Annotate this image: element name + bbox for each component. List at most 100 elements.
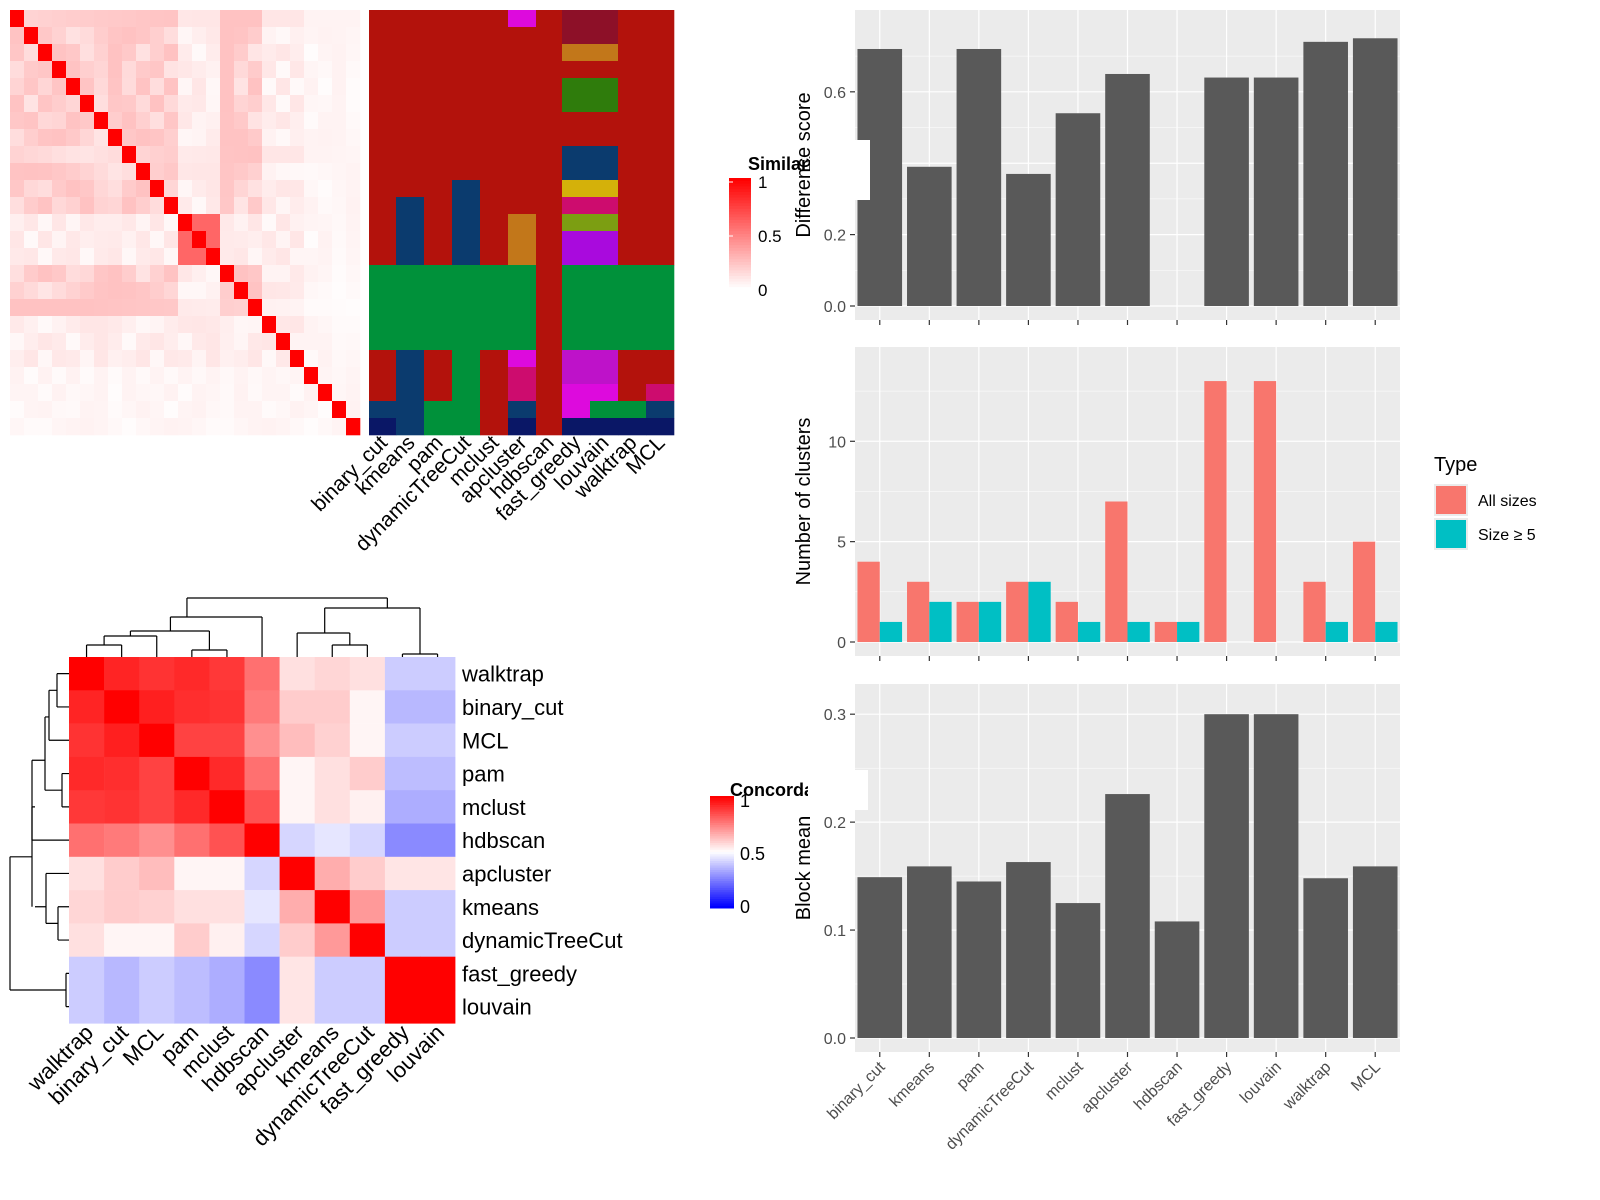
similarity-cell (10, 61, 25, 79)
concordance-row-label: pam (462, 762, 505, 787)
bar-size5 (1375, 621, 1398, 642)
similarity-cell (108, 163, 123, 181)
similarity-cell (290, 214, 305, 232)
similarity-cell (136, 299, 151, 317)
similarity-cell (66, 418, 81, 436)
similarity-cell (192, 10, 207, 28)
similarity-cell (234, 384, 249, 402)
similarity-cell (318, 248, 333, 266)
similarity-cell (192, 61, 207, 79)
class-cell (562, 418, 591, 436)
similarity-cell (206, 401, 221, 419)
similarity-cell (150, 197, 165, 215)
y-axis-label: Number of clusters (793, 418, 815, 586)
y-tick-label: 0.2 (824, 228, 846, 245)
similarity-cell (290, 282, 305, 300)
bar-all-sizes (1006, 581, 1029, 642)
concordance-cell (349, 990, 386, 1024)
similarity-cell (304, 367, 319, 385)
similarity-cell (192, 367, 207, 385)
similarity-cell (290, 384, 305, 402)
class-cell (590, 265, 619, 351)
similarity-cell (192, 112, 207, 130)
concordance-legend-gradient (710, 816, 734, 819)
similarity-cell (136, 44, 151, 62)
bar-all-sizes (1253, 381, 1277, 642)
similarity-cell (192, 163, 207, 181)
concordance-cell (174, 956, 210, 991)
similarity-legend-gradient (729, 236, 751, 241)
similarity-cell (262, 401, 277, 419)
similarity-cell (122, 163, 137, 181)
similarity-cell (136, 282, 151, 300)
concordance-cell (139, 723, 175, 758)
class-cell (562, 384, 591, 402)
concordance-cell (104, 990, 140, 1024)
similarity-cell (192, 282, 207, 300)
similarity-cell (164, 95, 179, 113)
similarity-cell (66, 350, 81, 368)
similarity-cell (164, 333, 179, 351)
concordance-cell (104, 657, 140, 691)
class-cell (452, 180, 481, 266)
similarity-cell (108, 180, 123, 198)
similarity-cell (178, 350, 193, 368)
similarity-cell (346, 146, 361, 164)
similarity-cell (262, 265, 277, 283)
similarity-cell (304, 214, 319, 232)
concordance-cell (420, 756, 456, 791)
similarity-cell (346, 384, 361, 402)
dendrogram-branch (48, 689, 69, 741)
concordance-row-label: hdbscan (462, 828, 545, 853)
similarity-cell (346, 27, 361, 45)
concordance-cell (244, 956, 280, 991)
similarity-cell (94, 384, 109, 402)
similarity-cell (38, 282, 53, 300)
similarity-cell (80, 282, 95, 300)
similarity-cell (332, 248, 347, 266)
concordance-cell (314, 823, 351, 858)
similarity-cell (178, 197, 193, 215)
similarity-cell (304, 146, 319, 164)
similarity-cell (220, 282, 235, 300)
dendrogram-branch (10, 806, 33, 907)
similarity-legend-gradient (729, 178, 751, 182)
similarity-cell (332, 333, 347, 351)
similarity-cell (192, 265, 207, 283)
bar (956, 881, 1002, 1038)
class-cell (480, 10, 509, 266)
class-cell (369, 401, 397, 419)
similarity-cell (24, 95, 39, 113)
concordance-cell (139, 956, 175, 991)
similarity-cell (66, 112, 81, 130)
concordance-row-label: apcluster (462, 861, 551, 886)
concordance-legend-gradient (710, 798, 734, 801)
similarity-cell (304, 180, 319, 198)
concordance-legend-gradient (710, 874, 734, 878)
similarity-cell (66, 265, 81, 283)
bar-chart-y-labels: Difference score Number of clusters Block … (793, 92, 815, 920)
similarity-legend-gradient (729, 208, 751, 213)
similarity-cell (192, 231, 207, 249)
x-tick-label: MCL (1348, 1059, 1384, 1095)
similarity-cell (276, 384, 291, 402)
similarity-cell (52, 350, 67, 368)
similarity-cell (38, 146, 53, 164)
legend-label: All sizes (1478, 493, 1537, 510)
similarity-cell (276, 316, 291, 334)
concordance-row-label: louvain (462, 995, 532, 1020)
similarity-cell (108, 78, 123, 96)
concordance-legend-gradient (710, 800, 734, 804)
dendrogram-branch (65, 972, 69, 1008)
similarity-legend-clip (810, 140, 870, 200)
similarity-legend-tick: 0.5 (758, 227, 782, 246)
concordance-cell (420, 856, 456, 891)
concordance-cell (279, 990, 315, 1024)
similarity-cell (276, 418, 291, 436)
concordance-cell (104, 956, 140, 991)
concordance-cell (244, 856, 280, 891)
concordance-column-labels: walktrapbinary_cutMCLpammclusthdbscanapc… (22, 1020, 449, 1151)
class-cell (396, 197, 425, 266)
similarity-cell (234, 418, 249, 436)
concordance-legend-gradient (710, 825, 734, 828)
